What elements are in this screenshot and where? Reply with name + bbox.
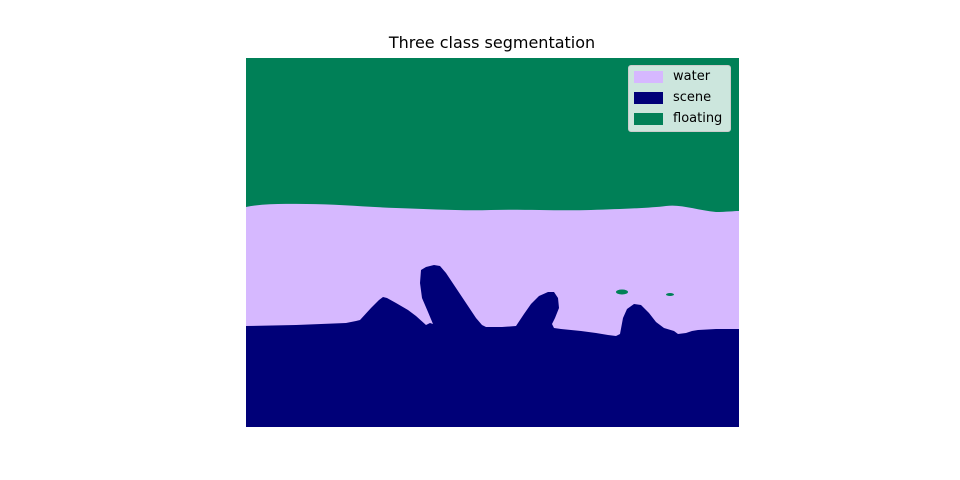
legend: water scene floating	[628, 65, 731, 132]
legend-label-water: water	[673, 69, 711, 84]
legend-label-floating: floating	[673, 111, 723, 126]
legend-swatch-water	[634, 71, 663, 83]
legend-label-scene: scene	[673, 90, 712, 105]
legend-entry-water: water	[634, 68, 710, 86]
legend-entry-scene: scene	[634, 89, 711, 107]
floating-blob	[666, 293, 674, 296]
floating-blob	[616, 289, 628, 295]
legend-entry-floating: floating	[634, 110, 722, 128]
scene-region	[246, 265, 739, 427]
chart-title: Three class segmentation	[388, 33, 596, 52]
legend-swatch-scene	[634, 92, 663, 104]
legend-swatch-floating	[634, 113, 663, 125]
